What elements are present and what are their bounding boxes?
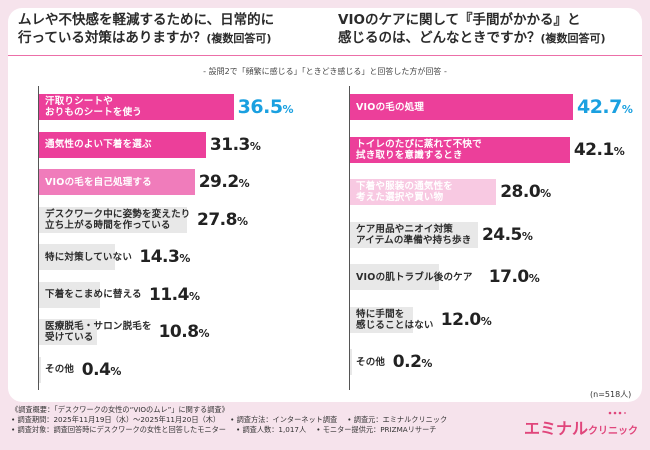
right-chart-bar bbox=[350, 179, 497, 205]
right-chart-row: トイレのたびに蒸れて不快で 拭き取りを意識するとき 42.1% bbox=[350, 136, 635, 163]
title-divider bbox=[8, 55, 642, 56]
left-chart-value-label: 29.2% bbox=[198, 172, 250, 192]
clinic-logo: エミナルクリニック bbox=[524, 415, 638, 439]
left-chart-bar bbox=[39, 131, 206, 158]
right-chart-row: 下着や服装の通気性を 考えた選択や買い物 28.0% bbox=[350, 179, 635, 205]
logo-main-text: エミナル bbox=[524, 419, 589, 438]
left-chart-bar bbox=[39, 169, 195, 195]
right-chart-axis bbox=[349, 86, 350, 390]
left-title-line2: 行っている対策はありますか？ bbox=[18, 30, 207, 46]
left-chart-category-label: 下着をこまめに替える bbox=[45, 289, 142, 300]
left-chart-category-label: 汗取りシートや おりものシートを使う bbox=[45, 96, 143, 118]
left-chart-row: 通気性のよい下着を選ぶ 31.3% bbox=[39, 131, 329, 158]
right-chart-category-label: VIOの毛の処理 bbox=[356, 101, 425, 113]
left-chart-bar bbox=[39, 356, 42, 383]
left-chart-bar bbox=[39, 281, 100, 308]
left-chart-row: VIOの毛を自己処理する 29.2% bbox=[39, 169, 329, 195]
left-chart-value-label: 14.3% bbox=[139, 247, 190, 267]
left-chart-value-label: 27.8% bbox=[197, 209, 248, 230]
right-chart-category-label: 下着や服装の通気性を 考えた選択や買い物 bbox=[356, 181, 454, 203]
logo-mark-icon bbox=[608, 411, 626, 415]
right-chart-bar bbox=[350, 221, 478, 248]
left-chart-value-label: 31.3% bbox=[209, 134, 261, 155]
left-chart-row: デスクワーク中に姿勢を変えたり 立ち上がる時間を作っている 27.8% bbox=[39, 206, 329, 233]
content-card bbox=[8, 8, 642, 402]
left-chart-row: その他 0.4% bbox=[39, 356, 329, 383]
right-chart-bar bbox=[350, 94, 573, 120]
right-chart-value-label: 42.7% bbox=[576, 96, 633, 118]
left-chart-title: ムレや不快感を軽減するために、日常的に 行っている対策はありますか？(複数回答可… bbox=[18, 11, 274, 48]
survey-footer: 《調査概要：「デスクワークの女性の“VIOのムレ”」に関する調査》 • 調査期間… bbox=[11, 405, 447, 434]
left-chart-row: 特に対策していない 14.3% bbox=[39, 244, 329, 270]
footer-period: • 調査期間：2025年11月19日（水）～2025年11月20日（木） bbox=[11, 414, 221, 424]
right-chart-category-label: その他 bbox=[356, 356, 386, 368]
left-chart-value-label: 36.5% bbox=[237, 96, 294, 118]
left-chart-category-label: 特に対策していない bbox=[45, 251, 133, 263]
right-title-line1: VIOのケアに関して『手間がかかる』と bbox=[338, 12, 581, 28]
footer-method: • 調査方法：インターネット調査 bbox=[230, 414, 338, 424]
right-title-suffix: (複数回答可) bbox=[540, 32, 606, 45]
right-title-line2: 感じるのは、どんなときですか？ bbox=[338, 30, 541, 46]
right-chart-row: 特に手間を 感じることはない 12.0% bbox=[350, 306, 635, 333]
right-chart-title: VIOのケアに関して『手間がかかる』と 感じるのは、どんなときですか？(複数回答… bbox=[338, 11, 606, 48]
left-chart-category-label: デスクワーク中に姿勢を変えたり 立ち上がる時間を作っている bbox=[45, 208, 191, 231]
left-chart-bar bbox=[39, 94, 234, 120]
footer-heading: 《調査概要：「デスクワークの女性の“VIOのムレ”」に関する調査》 bbox=[11, 405, 229, 414]
left-chart-row: 下着をこまめに替える 11.4% bbox=[39, 281, 329, 308]
right-chart-value-label: 24.5% bbox=[481, 224, 533, 245]
left-chart-category-label: VIOの毛を自己処理する bbox=[45, 176, 152, 188]
left-chart-row: 汗取りシートや おりものシートを使う 36.5% bbox=[39, 94, 329, 120]
right-chart-bar bbox=[350, 264, 439, 290]
right-chart-value-label: 42.1% bbox=[573, 139, 625, 160]
right-chart-row: ケア用品やニオイ対策 アイテムの準備や持ち歩き 24.5% bbox=[350, 221, 635, 248]
respondent-note: - 設問2で「頻繁に感じる」「ときどき感じる」と回答した方が回答 - bbox=[203, 67, 447, 76]
right-chart-value-label: 17.0% bbox=[488, 267, 540, 287]
right-chart-value-label: 0.2% bbox=[392, 352, 433, 372]
left-chart-category-label: その他 bbox=[45, 364, 75, 375]
right-chart-value-label: 28.0% bbox=[500, 182, 551, 202]
left-chart-value-label: 10.8% bbox=[158, 322, 210, 342]
footer-target: • 調査対象：調査回答時にデスクワークの女性と回答したモニター bbox=[11, 424, 226, 434]
footer-org: • 調査元：エミナルクリニック bbox=[347, 414, 448, 424]
left-chart-value-label: 0.4% bbox=[81, 359, 122, 380]
footer-provider: • モニター提供元：PRIZMAリサーチ bbox=[316, 424, 437, 434]
left-chart-category-label: 通気性のよい下着を選ぶ bbox=[45, 139, 152, 150]
left-title-line1: ムレや不快感を軽減するために、日常的に bbox=[18, 12, 275, 28]
left-chart-bar bbox=[39, 244, 116, 270]
left-chart-bar bbox=[39, 206, 188, 233]
right-chart-category-label: トイレのたびに蒸れて不快で 拭き取りを意識するとき bbox=[356, 138, 482, 161]
right-chart-value-label: 12.0% bbox=[440, 309, 492, 330]
left-title-suffix: (複数回答可) bbox=[206, 32, 272, 45]
sample-size-note: (n=518人) bbox=[590, 390, 632, 399]
right-chart-category-label: 特に手間を 感じることはない bbox=[356, 308, 434, 331]
right-chart-bar bbox=[350, 136, 570, 163]
right-chart-category-label: ケア用品やニオイ対策 アイテムの準備や持ち歩き bbox=[356, 223, 472, 246]
right-chart-bar bbox=[350, 349, 352, 375]
left-chart-axis bbox=[38, 86, 39, 390]
left-chart-bar bbox=[39, 319, 97, 345]
right-chart-bar bbox=[350, 306, 413, 333]
footer-count: • 調査人数：1,017人 bbox=[235, 424, 307, 434]
left-chart-row: 医療脱毛・サロン脱毛を 受けている 10.8% bbox=[39, 319, 329, 345]
left-chart-value-label: 11.4% bbox=[149, 284, 200, 305]
left-chart-category-label: 医療脱毛・サロン脱毛を 受けている bbox=[45, 321, 152, 343]
logo-sub-text: クリニック bbox=[588, 426, 639, 437]
right-chart-row: その他 0.2% bbox=[350, 349, 635, 375]
right-chart-category-label: VIOの肌トラブル後のケア bbox=[356, 271, 473, 283]
right-chart-row: VIOの毛の処理 42.7% bbox=[350, 94, 635, 120]
right-chart-row: VIOの肌トラブル後のケア 17.0% bbox=[350, 264, 635, 290]
